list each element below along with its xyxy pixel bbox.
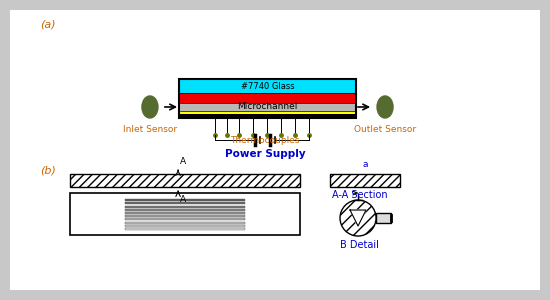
Ellipse shape <box>377 96 393 118</box>
Bar <box>180 111 355 114</box>
Bar <box>179 79 356 118</box>
Bar <box>180 103 355 111</box>
Bar <box>125 199 245 201</box>
Ellipse shape <box>142 96 158 118</box>
Bar <box>125 215 245 217</box>
Text: A-A Section: A-A Section <box>332 190 388 200</box>
Text: a: a <box>362 160 368 169</box>
Text: B Detail: B Detail <box>340 240 379 250</box>
Text: A: A <box>180 195 186 204</box>
Text: Thermocouples: Thermocouples <box>230 136 300 145</box>
Bar <box>125 225 245 227</box>
Text: #7740 Glass: #7740 Glass <box>241 82 294 91</box>
Circle shape <box>340 200 376 236</box>
Bar <box>180 93 355 103</box>
Bar <box>70 174 300 187</box>
Bar <box>180 80 355 93</box>
Bar <box>125 228 245 230</box>
Bar <box>125 218 245 220</box>
Text: (a): (a) <box>40 20 56 30</box>
Bar <box>125 209 245 211</box>
Bar <box>330 174 400 187</box>
Text: Inlet Sensor: Inlet Sensor <box>123 125 177 134</box>
Bar <box>125 221 245 224</box>
Bar <box>125 212 245 214</box>
Bar <box>180 114 355 117</box>
Text: Outlet Sensor: Outlet Sensor <box>354 125 416 134</box>
Text: Power Supply: Power Supply <box>225 149 305 159</box>
Bar <box>125 202 245 204</box>
Bar <box>70 193 300 235</box>
Bar <box>125 206 245 208</box>
Polygon shape <box>350 210 366 226</box>
Text: Microchannel: Microchannel <box>237 103 298 112</box>
Text: A: A <box>180 157 186 166</box>
Bar <box>376 213 391 223</box>
Text: (b): (b) <box>40 165 56 175</box>
